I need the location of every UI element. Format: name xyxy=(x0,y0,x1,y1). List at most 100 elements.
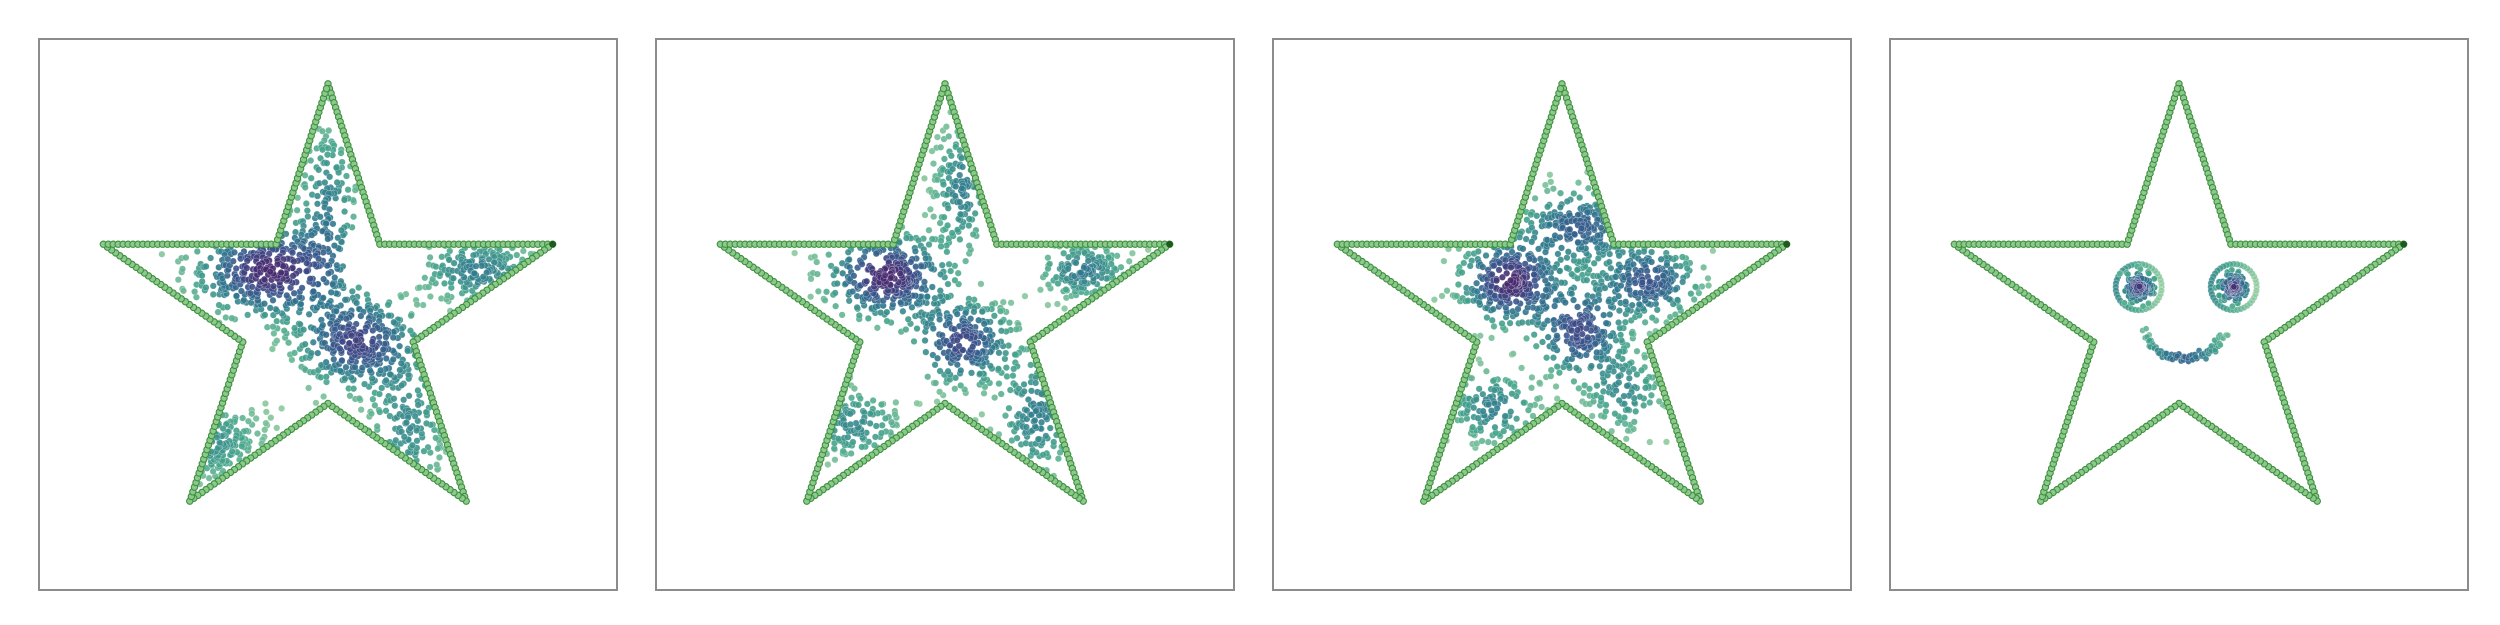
particle-point xyxy=(996,307,1005,315)
particle-point xyxy=(1479,263,1487,271)
particle-point xyxy=(913,325,921,333)
particle-point xyxy=(209,290,217,298)
particle-point xyxy=(1568,270,1576,278)
particle-point xyxy=(913,399,921,407)
particle-point xyxy=(1488,316,1496,324)
particle-point xyxy=(273,337,281,345)
particle-point xyxy=(309,287,318,295)
particle-point xyxy=(269,282,278,290)
particle-point xyxy=(305,310,313,318)
particle-point xyxy=(1615,292,1623,300)
particle-point xyxy=(1617,282,1625,290)
particle-point xyxy=(1044,301,1052,309)
particle-point xyxy=(944,367,952,375)
boundary-point xyxy=(322,84,331,93)
particle-point xyxy=(355,394,363,403)
particle-point xyxy=(267,414,275,422)
particle-point xyxy=(1453,292,1461,300)
particle-point xyxy=(1430,296,1438,304)
particle-point xyxy=(839,269,847,277)
particle-point xyxy=(1591,340,1599,348)
particle-point xyxy=(944,204,952,212)
particle-point xyxy=(1001,355,1009,363)
particle-point xyxy=(1021,292,1029,300)
particle-point xyxy=(1054,280,1062,288)
particle-point xyxy=(1690,295,1698,304)
particle-point xyxy=(1652,266,1660,274)
particle-point xyxy=(933,133,941,141)
particle-point xyxy=(1105,253,1113,262)
particle-point xyxy=(303,207,311,215)
particle-point xyxy=(371,401,379,409)
particle-point xyxy=(233,292,241,300)
particle-point xyxy=(1648,314,1656,322)
particle-point xyxy=(405,392,413,400)
particle-point xyxy=(939,180,948,188)
scatter-panel-2 xyxy=(655,38,1235,591)
particle-point xyxy=(444,292,452,300)
particle-point xyxy=(1638,366,1646,374)
particle-point xyxy=(406,424,414,432)
particle-point xyxy=(402,419,410,427)
particle-point xyxy=(1632,407,1640,415)
particle-point xyxy=(344,186,352,194)
particle-point xyxy=(863,277,871,285)
particle-point xyxy=(382,376,390,384)
particle-point xyxy=(1641,318,1649,326)
particle-point xyxy=(261,400,269,408)
particle-point xyxy=(1615,379,1623,387)
particle-point xyxy=(470,269,479,277)
particle-point xyxy=(424,443,432,451)
particle-point xyxy=(243,264,251,272)
eye-pupil-point xyxy=(2139,302,2147,310)
particle-point xyxy=(1662,438,1671,446)
particle-point xyxy=(929,324,937,333)
particle-point xyxy=(312,399,320,407)
particle-point xyxy=(1533,212,1541,220)
particle-point xyxy=(1053,300,1061,308)
particle-point xyxy=(202,262,210,270)
particle-point xyxy=(1553,332,1561,340)
particle-point xyxy=(244,311,252,319)
particle-point xyxy=(323,151,332,159)
particle-point xyxy=(1027,361,1035,369)
particle-point xyxy=(1006,386,1014,394)
particle-point xyxy=(1620,400,1628,408)
particle-point xyxy=(947,152,955,160)
particle-point xyxy=(1005,319,1013,327)
particle-point xyxy=(413,437,421,445)
particle-point xyxy=(950,325,958,333)
particle-point xyxy=(291,324,299,332)
particle-point xyxy=(821,296,829,304)
particle-point xyxy=(1563,197,1571,205)
particle-point xyxy=(1547,274,1555,282)
particle-point xyxy=(1512,297,1520,306)
particle-point xyxy=(1573,326,1582,334)
particle-point xyxy=(1577,224,1585,232)
particle-point xyxy=(954,269,962,277)
scatter-panel-4 xyxy=(1889,38,2469,591)
particle-point xyxy=(1679,278,1687,286)
particle-point xyxy=(1640,401,1648,409)
particle-point xyxy=(1065,253,1073,261)
particle-point xyxy=(1556,233,1564,241)
particle-point xyxy=(1508,390,1516,398)
particle-point xyxy=(1615,396,1623,404)
particle-point xyxy=(951,192,959,200)
particle-point xyxy=(1642,377,1650,385)
particle-point xyxy=(924,373,932,381)
particle-point xyxy=(957,366,965,375)
particle-point xyxy=(1474,247,1482,255)
particle-point xyxy=(807,275,815,283)
boundary-point xyxy=(1166,240,1174,248)
particle-point xyxy=(385,312,393,320)
particle-point xyxy=(1601,284,1609,292)
particle-point xyxy=(839,447,847,455)
particle-point xyxy=(307,174,315,182)
particle-point xyxy=(1687,290,1695,298)
particle-point xyxy=(330,242,338,250)
particle-point xyxy=(1518,364,1526,372)
particle-point xyxy=(396,366,404,374)
particle-point xyxy=(854,401,863,409)
particle-point xyxy=(326,173,334,181)
